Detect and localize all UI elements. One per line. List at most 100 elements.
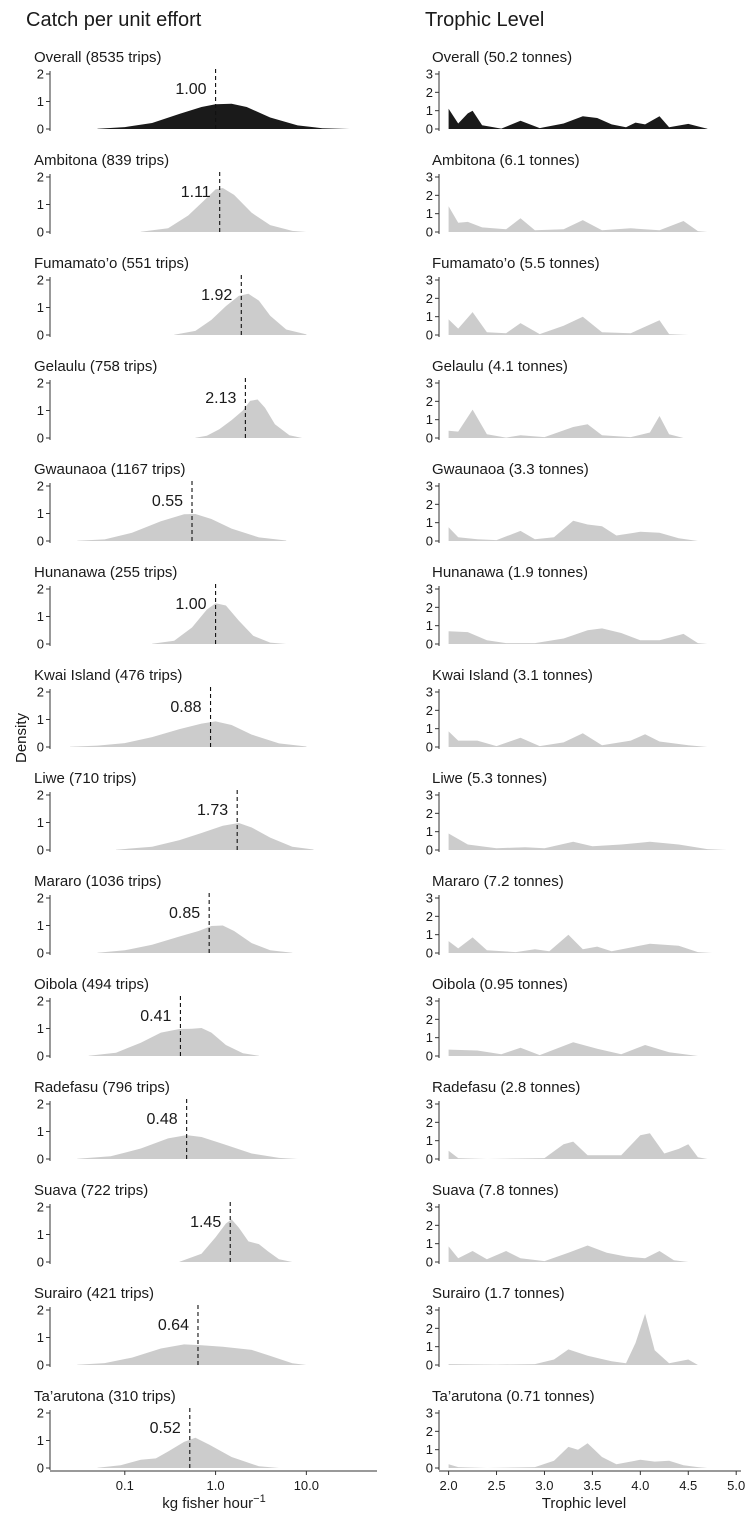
panel: Ambitona (6.1 tonnes) 0 1 2 3 (426, 152, 708, 240)
x-axis: 0.1 1.0 10.0 (50, 1470, 377, 1493)
y-tick-label: 1 (426, 309, 433, 324)
median-label: 0.64 (158, 1317, 189, 1334)
y-tick-label: 3 (426, 67, 433, 82)
y-tick-label: 1 (426, 1442, 433, 1457)
y-tick-label: 3 (426, 891, 433, 906)
panel: Hunanawa (255 trips) 0 1 2 1.00 (34, 564, 287, 652)
density-area (448, 833, 727, 850)
y-tick-label: 2 (37, 994, 44, 1009)
density-area (97, 103, 350, 129)
median-label: 1.73 (197, 802, 228, 819)
y-tick-label: 2 (426, 909, 433, 924)
panel: Liwe (5.3 tonnes) 0 1 2 3 (426, 770, 727, 858)
y-tick-label: 1 (37, 1124, 44, 1139)
x-tick-label: 5.0 (727, 1478, 745, 1493)
y-tick-label: 2 (37, 479, 44, 494)
y-tick-label: 3 (426, 788, 433, 803)
y-tick-label: 1 (37, 403, 44, 418)
panel-title: Gelaulu (758 trips) (34, 358, 157, 375)
y-tick-label: 1 (426, 103, 433, 118)
panel: Surairo (421 trips) 0 1 2 0.64 (34, 1285, 307, 1373)
density-area (97, 1437, 279, 1468)
median-label: 2.13 (205, 390, 236, 407)
panel-title: Liwe (710 trips) (34, 770, 137, 787)
density-area (448, 1245, 689, 1262)
median-label: 0.48 (146, 1111, 177, 1128)
y-tick-label: 2 (37, 376, 44, 391)
panel-title: Fumamato’o (5.5 tonnes) (432, 255, 600, 272)
panel: Suava (7.8 tonnes) 0 1 2 3 (426, 1182, 689, 1270)
y-tick-label: 1 (426, 1133, 433, 1148)
y-tick-label: 1 (37, 712, 44, 727)
y-tick-label: 0 (37, 1461, 44, 1476)
y-tick-label: 2 (37, 891, 44, 906)
y-tick-label: 0 (37, 946, 44, 961)
y-tick-label: 2 (37, 67, 44, 82)
panel: Overall (8535 trips) 0 1 2 1.00 (34, 49, 350, 137)
panel: Gelaulu (4.1 tonnes) 0 1 2 3 (426, 358, 684, 446)
median-label: 1.11 (181, 184, 211, 201)
y-tick-label: 2 (426, 1012, 433, 1027)
y-tick-label: 3 (426, 1097, 433, 1112)
median-label: 1.00 (175, 81, 206, 98)
y-tick-label: 2 (37, 1200, 44, 1215)
density-area (448, 731, 708, 747)
density-area (97, 925, 293, 953)
y-tick-label: 2 (426, 497, 433, 512)
y-tick-label: 2 (37, 1406, 44, 1421)
y-tick-label: 1 (37, 815, 44, 830)
y-tick-label: 0 (426, 1255, 433, 1270)
density-area (448, 1443, 708, 1468)
y-tick-label: 1 (37, 94, 44, 109)
x-tick-label: 3.0 (535, 1478, 553, 1493)
median-label: 0.85 (169, 905, 200, 922)
y-tick-label: 0 (426, 637, 433, 652)
y-tick-label: 0 (426, 225, 433, 240)
panel-title: Kwai Island (476 trips) (34, 667, 182, 684)
density-area (140, 188, 307, 232)
panel-title: Suava (7.8 tonnes) (432, 1182, 559, 1199)
panel-title: Kwai Island (3.1 tonnes) (432, 667, 593, 684)
panel-title: Mararo (7.2 tonnes) (432, 873, 564, 890)
right-x-axis-label: Trophic level (542, 1495, 626, 1512)
density-area (448, 1042, 698, 1056)
panel: Radefasu (2.8 tonnes) 0 1 2 3 (426, 1079, 708, 1167)
density-area (195, 399, 303, 438)
density-area (88, 1028, 259, 1056)
y-tick-label: 1 (37, 1021, 44, 1036)
median-label: 0.41 (140, 1008, 171, 1025)
median-label: 0.88 (170, 699, 201, 716)
median-label: 1.45 (190, 1214, 221, 1231)
y-tick-label: 0 (426, 122, 433, 137)
density-area (77, 514, 287, 541)
panel-title: Radefasu (796 trips) (34, 1079, 170, 1096)
density-area (448, 108, 708, 129)
panel: Oibola (494 trips) 0 1 2 0.41 (34, 976, 259, 1064)
y-tick-label: 0 (37, 740, 44, 755)
panel-title: Fumamato’o (551 trips) (34, 255, 189, 272)
median-label: 0.55 (152, 493, 183, 510)
y-tick-label: 0 (37, 534, 44, 549)
panel-title: Hunanawa (1.9 tonnes) (432, 564, 588, 581)
y-tick-label: 0 (37, 843, 44, 858)
y-tick-label: 0 (37, 1358, 44, 1373)
panel: Liwe (710 trips) 0 1 2 1.73 (34, 770, 314, 858)
x-tick-label: 2.5 (487, 1478, 505, 1493)
panel: Hunanawa (1.9 tonnes) 0 1 2 3 (426, 564, 708, 652)
panel: Ambitona (839 trips) 0 1 2 1.11 (34, 152, 307, 240)
y-tick-label: 0 (37, 328, 44, 343)
density-area (448, 409, 684, 438)
y-tick-label: 0 (426, 1152, 433, 1167)
y-tick-label: 1 (426, 927, 433, 942)
right-column-title: Trophic Level (425, 9, 544, 31)
density-area (77, 1135, 298, 1159)
panel: Kwai Island (3.1 tonnes) 0 1 2 3 (426, 667, 708, 755)
y-tick-label: 2 (426, 394, 433, 409)
y-tick-label: 0 (426, 431, 433, 446)
panel-title: Mararo (1036 trips) (34, 873, 162, 890)
y-tick-label: 1 (426, 824, 433, 839)
y-tick-label: 3 (426, 376, 433, 391)
x-tick-label: 10.0 (294, 1478, 319, 1493)
panel-title: Overall (50.2 tonnes) (432, 49, 572, 66)
density-area (179, 1219, 293, 1262)
